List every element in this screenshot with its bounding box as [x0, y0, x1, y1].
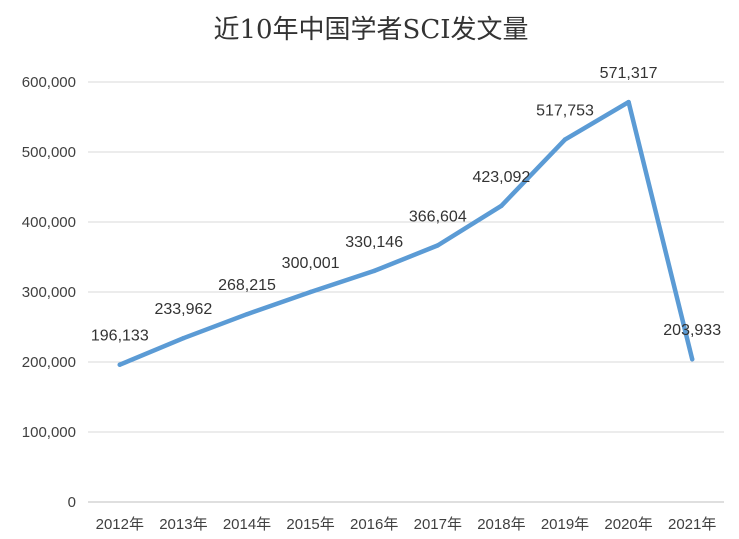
data-label: 233,962	[154, 301, 212, 318]
y-tick-label: 300,000	[22, 284, 76, 301]
data-point	[690, 357, 695, 362]
x-tick-label: 2014年	[223, 516, 271, 533]
data-label: 517,753	[536, 103, 594, 120]
data-labels: 196,133 233,962 268,215 300,001 330,146 366,6…	[91, 65, 721, 345]
data-point	[372, 268, 377, 274]
x-axis-tick-labels: 2012年 2013年 2014年 2015年 2016年 2017年 2018年 2019年…	[96, 516, 717, 533]
data-label: 330,146	[345, 234, 403, 251]
data-label: 423,092	[472, 169, 530, 186]
x-tick-label: 2018年	[477, 516, 525, 533]
x-tick-label: 2015年	[286, 516, 334, 533]
data-point	[562, 137, 568, 142]
data-point	[499, 203, 504, 209]
y-tick-label: 200,000	[22, 354, 76, 371]
x-tick-label: 2019年	[541, 516, 589, 533]
data-point	[244, 312, 250, 317]
x-tick-label: 2020年	[604, 516, 652, 533]
x-tick-label: 2013年	[159, 516, 207, 533]
y-tick-label: 100,000	[22, 424, 76, 441]
data-label: 196,133	[91, 328, 149, 345]
data-label: 268,215	[218, 277, 276, 294]
data-label: 571,317	[600, 65, 658, 82]
data-label: 203,933	[663, 322, 721, 339]
data-point	[117, 362, 123, 367]
data-point	[181, 336, 186, 341]
data-label: 366,604	[409, 208, 467, 225]
x-tick-label: 2017年	[414, 516, 462, 533]
x-tick-label: 2012年	[96, 516, 144, 533]
y-tick-label: 500,000	[22, 144, 76, 161]
x-tick-label: 2016年	[350, 516, 398, 533]
series-line	[117, 99, 695, 367]
y-tick-label: 600,000	[22, 74, 76, 91]
data-label: 300,001	[282, 255, 340, 272]
data-point	[435, 243, 440, 248]
y-tick-label: 0	[68, 494, 76, 511]
y-axis-tick-labels: 0 100,000 200,000 300,000 400,000 500,000 600,…	[22, 74, 76, 511]
chart-title: 近10年中国学者SCI发文量	[213, 15, 528, 45]
data-point	[308, 289, 313, 295]
x-tick-label: 2021年	[668, 516, 716, 533]
series-line-group	[117, 99, 695, 367]
data-point	[626, 99, 631, 105]
y-tick-label: 400,000	[22, 214, 76, 231]
gridlines	[88, 81, 724, 503]
